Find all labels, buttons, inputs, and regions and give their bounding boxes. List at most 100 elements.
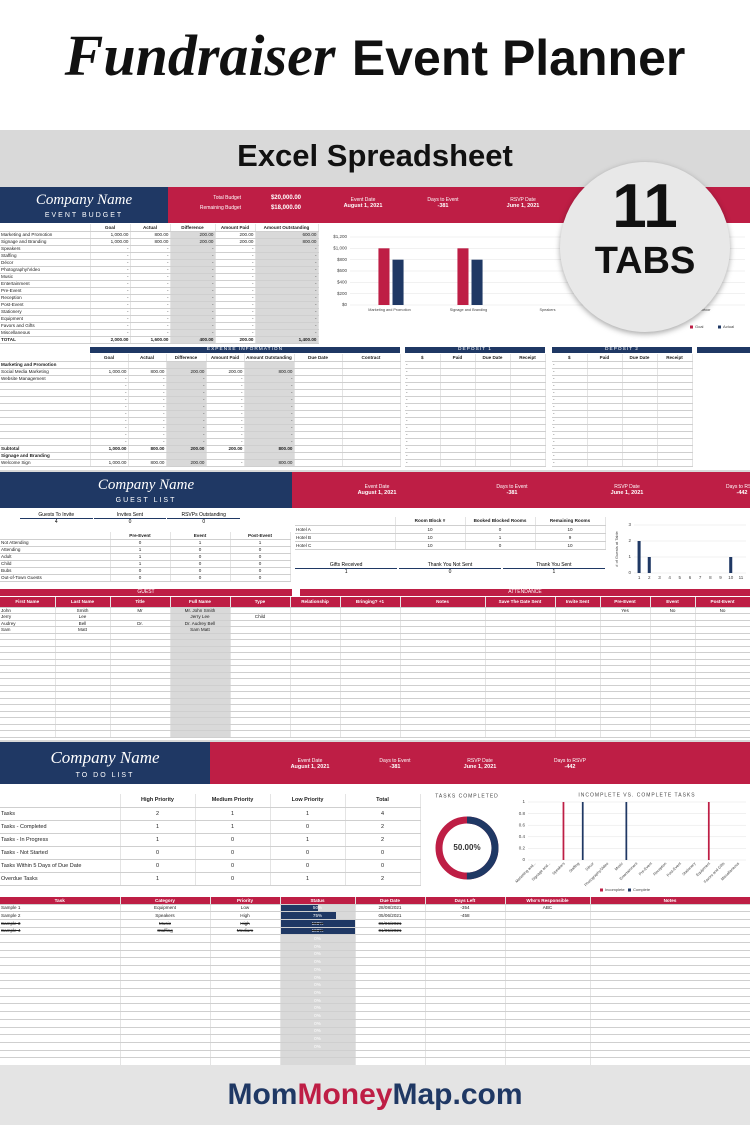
status-bar (280, 912, 336, 919)
cell (475, 361, 511, 369)
row: Bubs 0 0 0 (0, 567, 291, 575)
blank-cell (485, 717, 556, 725)
cell: - (405, 361, 441, 369)
cell (355, 1011, 426, 1020)
status-text: 0% (314, 936, 321, 942)
cell: 0 (465, 525, 536, 534)
cell (210, 996, 281, 1005)
cell: 0 (195, 859, 271, 873)
cell: Jerry Lee (170, 613, 231, 621)
cell (485, 607, 556, 614)
bar (457, 248, 469, 305)
cell (355, 934, 426, 943)
header-cell: Paid (587, 354, 623, 362)
blank-cell (340, 717, 401, 725)
cell: Décor (0, 259, 91, 267)
cell: - (255, 252, 319, 260)
row: 0% (0, 988, 750, 997)
cell: - (206, 375, 245, 383)
table: Room Block # Booked Blocked Rooms Remainin… (295, 517, 606, 550)
blank-cell (230, 724, 291, 731)
cell (587, 459, 623, 467)
cell: Social Media Marketing (0, 368, 91, 376)
blank-cell (55, 665, 111, 673)
blank-cell (110, 633, 171, 640)
bar (647, 557, 651, 573)
y-tick-label: 3 (628, 522, 631, 527)
status-cell: 0% (280, 950, 356, 959)
row: - (405, 361, 546, 369)
cell: - (405, 445, 441, 453)
sheet-name: EVENT BUDGET (44, 212, 124, 219)
row: 0% (0, 934, 750, 943)
blank-cell (170, 665, 231, 673)
cell: - (90, 252, 131, 260)
guest-sheet: Company Name GUEST LIST Event Date August… (0, 472, 750, 740)
cell: - (215, 294, 256, 302)
cell: Mr (110, 607, 171, 614)
row: Equipment - - - - - (0, 315, 319, 323)
cell: 1,600.00 (130, 336, 171, 344)
cell (587, 375, 623, 383)
header-row: $ Paid Due Date Receipt (405, 354, 546, 362)
cell (210, 957, 281, 966)
cell: Miscellaneous (0, 329, 91, 337)
blank-cell (170, 698, 231, 705)
cell: 800.00 (244, 368, 295, 376)
cell: - (244, 417, 295, 425)
cell: - (90, 308, 131, 316)
cell: 1,000.00 (90, 445, 129, 453)
cell: - (552, 452, 588, 460)
cell (590, 973, 750, 982)
blank-cell (600, 665, 651, 673)
cell: - (255, 280, 319, 288)
cell: 1 (120, 872, 196, 886)
cell: 200.00 (215, 238, 256, 246)
cell: - (215, 259, 256, 267)
blank-cell (290, 711, 341, 718)
cell (120, 957, 211, 966)
cell: - (128, 382, 167, 390)
blank-cell (400, 646, 486, 653)
blank-cell (600, 646, 651, 653)
cell: Tasks - In Progress (0, 833, 121, 847)
header-cell (0, 224, 91, 232)
status-text: 0% (314, 959, 321, 965)
cell: - (90, 396, 129, 404)
cell (600, 626, 651, 634)
tabs-badge: 11 TABS (560, 162, 730, 332)
total-row: Remaining Budget $18,000.00 (176, 205, 316, 211)
header-cell: Notes (400, 597, 486, 608)
cell: - (128, 438, 167, 446)
cell (294, 452, 343, 460)
row: - (405, 382, 546, 390)
y-tick-label: 1 (628, 554, 631, 559)
header-cell: $ (405, 354, 441, 362)
cell: 1,000.00 (90, 459, 129, 467)
row: 0% (0, 950, 750, 959)
blank-cell (110, 717, 171, 725)
blank-cell (290, 730, 341, 738)
cell: 0 (230, 560, 291, 568)
x-tick-label: Pre-Event (638, 861, 653, 876)
y-tick-label: 0.6 (519, 822, 526, 827)
blank-cell (290, 698, 341, 705)
header-cell: Difference (170, 224, 216, 232)
blank-cell (110, 724, 171, 731)
cell: 800.00 (255, 238, 319, 246)
cell (590, 934, 750, 943)
cell: 10 (535, 541, 606, 550)
status-text: 100% (311, 928, 324, 934)
header-cell: Relationship (290, 597, 341, 608)
header-cell: Event (170, 532, 231, 540)
cell: - (255, 329, 319, 337)
cell (475, 417, 511, 425)
row: ----- (0, 410, 401, 418)
cell (0, 389, 91, 397)
row: Sample 4 Staffing Medium 100% 01/05/2021 (0, 927, 750, 936)
cell (400, 620, 486, 627)
cell (294, 382, 343, 390)
blank-cell (555, 659, 601, 666)
row: - (552, 368, 693, 376)
blank-cell (340, 685, 401, 692)
